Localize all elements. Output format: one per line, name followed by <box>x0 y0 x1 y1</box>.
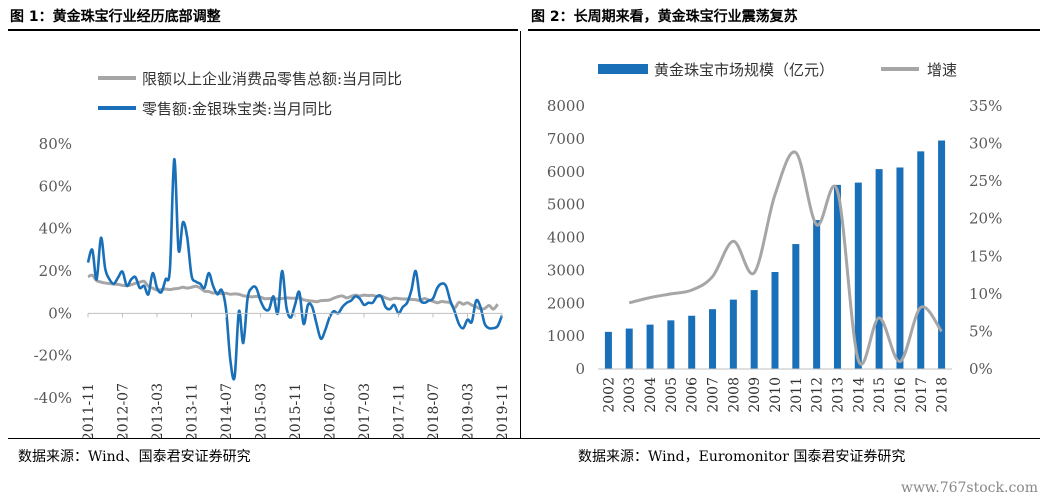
x-tick-label: 2012-07 <box>116 383 132 438</box>
x-tick-label: 2012 <box>810 377 826 413</box>
x-tick-label: 2003 <box>622 377 638 413</box>
y2-tick-label: 20% <box>969 210 1002 228</box>
bar <box>771 272 779 369</box>
bar <box>854 182 862 369</box>
x-tick-label: 2014 <box>851 377 867 413</box>
y-tick-label: 8000 <box>547 97 585 115</box>
y2-tick-label: 30% <box>969 135 1002 153</box>
x-tick-label: 2015-03 <box>254 383 270 438</box>
x-tick-label: 2019-11 <box>495 383 511 438</box>
panel-divider <box>520 31 521 438</box>
left-title-rule <box>8 29 518 31</box>
jewelry-market-bar-chart: 黄金珠宝市场规模（亿元） 增速 8000 7000 6000 5000 4000 3000 20… <box>547 61 1003 413</box>
bar <box>833 184 841 369</box>
x-tick-label: 2008 <box>726 377 742 413</box>
bar <box>729 299 737 369</box>
x-tick-label: 2005 <box>664 377 680 413</box>
bar <box>688 315 696 369</box>
y-tick-label: 20% <box>39 262 72 280</box>
left-source-note: 数据来源：Wind、国泰君安证券研究 <box>18 449 251 465</box>
x-tick-label: 2017 <box>914 377 930 413</box>
bar <box>625 328 633 369</box>
bar <box>875 169 883 369</box>
x-tick-label: 2016 <box>893 377 909 413</box>
bar <box>792 244 800 369</box>
y-tick-label: 4000 <box>547 229 585 247</box>
watermark: www.767stock.com <box>900 480 1038 496</box>
right-source-note: 数据来源：Wind，Euromonitor 国泰君安证券研究 <box>578 449 906 465</box>
bar <box>813 220 821 369</box>
x-tick-label: 2018 <box>935 377 951 413</box>
y2-tick-label: 0% <box>969 360 993 378</box>
bottom-rule <box>8 438 1040 439</box>
y-tick-label: -40% <box>34 389 72 407</box>
x-tick-label: 2015 <box>872 377 888 413</box>
legend-label: 限额以上企业消费品零售总额:当月同比 <box>142 70 402 88</box>
y-tick-label: 3000 <box>547 261 585 279</box>
y-tick-label: 6000 <box>547 163 585 181</box>
bar <box>938 140 946 369</box>
x-tick-label: 2018-07 <box>426 383 442 438</box>
bar <box>896 167 904 369</box>
x-tick-label: 2009 <box>747 377 763 413</box>
legend-swatch <box>598 64 648 74</box>
x-tick-label: 2013-03 <box>150 383 166 438</box>
y2-tick-label: 25% <box>969 172 1002 190</box>
x-tick-label: 2013 <box>830 377 846 413</box>
x-tick-label: 2016-07 <box>323 383 339 438</box>
bar <box>646 324 654 369</box>
y2-tick-label: 10% <box>969 285 1002 303</box>
y-tick-label: 0% <box>48 304 72 322</box>
y-tick-label: 5000 <box>547 196 585 214</box>
x-tick-label: 2007 <box>706 377 722 413</box>
x-tick-label: 2017-03 <box>357 383 373 438</box>
x-tick-label: 2017-11 <box>392 383 408 438</box>
bar <box>604 331 612 369</box>
x-tick-label: 2014-07 <box>219 383 235 438</box>
x-tick-label: 2019-03 <box>461 383 477 438</box>
legend-label: 增速 <box>927 61 957 79</box>
growth-line <box>628 150 943 366</box>
y-tick-label: 80% <box>39 135 72 153</box>
bar <box>667 320 675 369</box>
left-panel-title: 图 1：黄金珠宝行业经历底部调整 <box>10 9 221 25</box>
x-tick-label: 2010 <box>768 377 784 413</box>
y2-tick-label: 5% <box>969 322 993 340</box>
series-line <box>86 157 504 381</box>
legend-label: 黄金珠宝市场规模（亿元） <box>654 61 834 79</box>
x-tick-label: 2011-11 <box>81 383 97 438</box>
y-tick-label: 7000 <box>547 130 585 148</box>
x-tick-label: 2011 <box>789 377 805 413</box>
right-title-rule <box>528 29 1040 31</box>
y-tick-label: 1000 <box>547 327 585 345</box>
x-tick-label: 2006 <box>685 377 701 413</box>
right-panel-title: 图 2：长周期来看，黄金珠宝行业震荡复苏 <box>531 9 798 25</box>
x-tick-label: 2015-11 <box>288 383 304 438</box>
x-tick-label: 2013-11 <box>185 383 201 438</box>
y-tick-label: 60% <box>39 177 72 195</box>
x-tick-label: 2002 <box>601 377 617 413</box>
legend-label: 零售额:金银珠宝类:当月同比 <box>142 100 332 118</box>
y-tick-label: -20% <box>34 347 72 365</box>
x-tick-label: 2004 <box>643 377 659 413</box>
bar <box>917 151 925 369</box>
y2-tick-label: 35% <box>969 97 1002 115</box>
bar <box>750 290 758 369</box>
y-tick-label: 2000 <box>547 294 585 312</box>
y-tick-label: 40% <box>39 220 72 238</box>
bar <box>709 309 717 369</box>
y-tick-label: 0 <box>575 360 585 378</box>
y2-tick-label: 15% <box>969 247 1002 265</box>
